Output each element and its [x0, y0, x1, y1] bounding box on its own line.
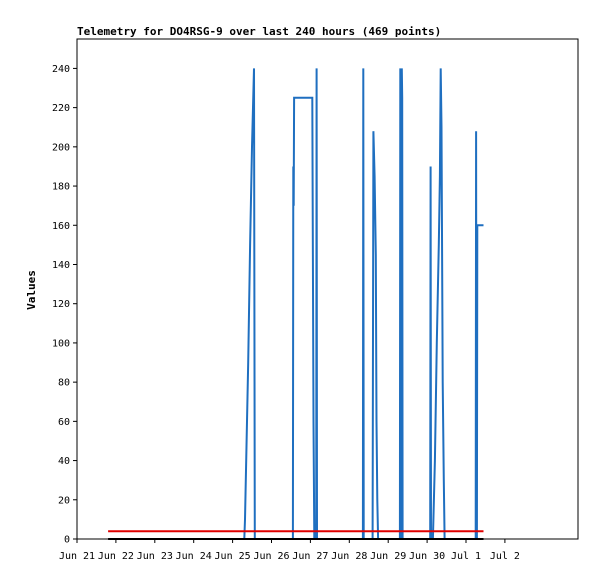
- chart-title: Telemetry for DO4RSG-9 over last 240 hou…: [77, 25, 441, 38]
- y-tick-label: 20: [58, 495, 70, 506]
- y-axis: 0 20 40 60 80 100 120 140 160 180 200 220 240: [52, 64, 77, 546]
- y-tick-label: 200: [52, 142, 70, 153]
- x-tick-label: Jun 23: [137, 551, 173, 562]
- x-tick-label: Jun 28: [331, 551, 367, 562]
- y-tick-label: 80: [58, 378, 70, 389]
- y-tick-label: 0: [64, 535, 70, 546]
- plot-frame: [76, 38, 579, 540]
- x-tick-label: Jul 1: [451, 551, 481, 562]
- x-tick-label: Jun 26: [253, 551, 289, 562]
- series-layer: [108, 68, 484, 540]
- x-tick-label: Jun 25: [215, 551, 251, 562]
- x-tick-label: Jun 30: [409, 551, 445, 562]
- y-tick-label: 220: [52, 103, 70, 114]
- y-tick-label: 160: [52, 221, 70, 232]
- y-axis-label: Values: [25, 270, 38, 310]
- x-axis: Jun 21 Jun 22 Jun 23 Jun 24 Jun 25 Jun 26 Jun …: [59, 539, 520, 562]
- y-tick-label: 100: [52, 338, 70, 349]
- y-tick-label: 40: [58, 456, 70, 467]
- x-tick-label: Jun 24: [176, 551, 212, 562]
- x-tick-label: Jun 22: [98, 551, 134, 562]
- x-tick-label: Jul 2: [490, 551, 520, 562]
- y-tick-label: 240: [52, 64, 70, 75]
- y-tick-label: 120: [52, 299, 70, 310]
- x-tick-label: Jun 29: [370, 551, 406, 562]
- x-tick-label: Jun 21: [59, 551, 95, 562]
- x-tick-label: Jun 27: [292, 551, 328, 562]
- y-tick-label: 60: [58, 417, 70, 428]
- y-tick-label: 180: [52, 182, 70, 193]
- y-tick-label: 140: [52, 260, 70, 271]
